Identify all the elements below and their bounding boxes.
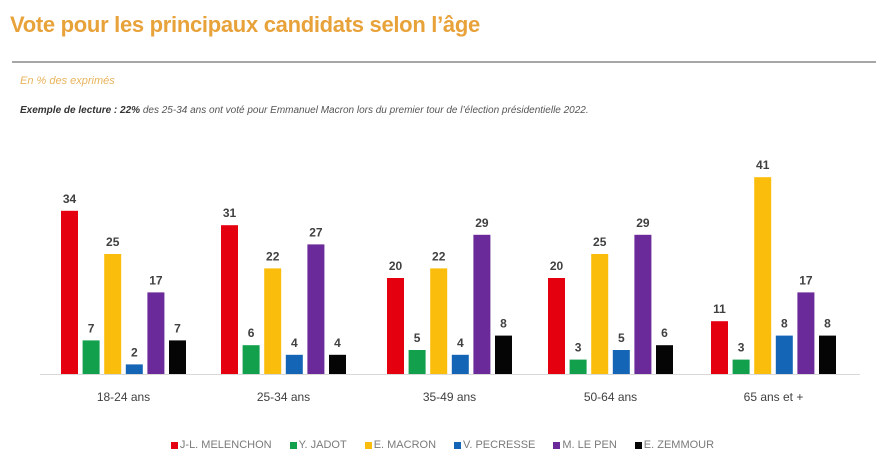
data-label: 17 — [799, 273, 813, 287]
bar — [329, 354, 346, 374]
data-label: 5 — [414, 331, 421, 345]
reading-example-value: 22% — [120, 105, 141, 116]
legend-label: E. MACRON — [373, 439, 437, 451]
bar — [656, 345, 673, 374]
data-label: 7 — [88, 321, 95, 335]
bar — [473, 234, 491, 374]
x-tick-label: 18-24 ans — [97, 390, 150, 404]
bar — [408, 350, 426, 374]
reading-example: Exemple de lecture : 22% des 25-34 ans o… — [20, 105, 589, 116]
bar — [307, 244, 325, 374]
reading-example-label: Exemple de lecture : — [20, 105, 118, 116]
bar — [61, 210, 78, 374]
data-label: 8 — [500, 317, 507, 331]
legend-item: E. ZEMMOUR — [634, 439, 715, 451]
bar — [104, 254, 122, 374]
bar — [732, 359, 750, 374]
bar — [430, 268, 448, 374]
bar — [569, 359, 587, 374]
legend-swatch — [553, 441, 561, 449]
legend-item: Y. JADOT — [289, 439, 347, 451]
data-label: 27 — [309, 225, 323, 239]
legend-item: M. LE PEN — [553, 439, 617, 451]
bar — [548, 278, 565, 374]
x-tick-label: 65 ans et + — [744, 390, 804, 404]
legend-swatch — [289, 441, 297, 449]
x-tick-label: 25-34 ans — [257, 390, 310, 404]
chart-subtitle: En % des exprimés — [20, 75, 115, 87]
data-label: 6 — [661, 326, 668, 340]
chart-legend: J-L. MELENCHON Y. JADOT E. MACRON V. PECRES… — [0, 439, 885, 451]
bar — [285, 354, 303, 374]
data-label: 3 — [575, 341, 582, 355]
bar — [591, 254, 609, 374]
legend-label: Y. JADOT — [298, 439, 347, 451]
legend-swatch — [364, 441, 372, 449]
data-label: 2 — [131, 345, 138, 359]
data-label: 11 — [713, 302, 726, 316]
data-label: 20 — [389, 259, 403, 273]
data-label: 4 — [457, 336, 464, 350]
bar — [264, 268, 282, 374]
legend-item: J-L. MELENCHON — [170, 439, 272, 451]
bar — [451, 354, 469, 374]
legend-item: E. MACRON — [364, 439, 437, 451]
data-label: 25 — [106, 235, 120, 249]
title-divider — [12, 61, 876, 63]
bar — [387, 278, 404, 374]
x-tick-label: 50-64 ans — [584, 390, 637, 404]
data-label: 31 — [223, 206, 237, 220]
data-label: 29 — [475, 216, 489, 230]
legend-swatch — [170, 441, 178, 449]
bar — [242, 345, 260, 374]
bar — [819, 335, 836, 374]
data-label: 20 — [550, 259, 564, 273]
bar — [221, 225, 238, 374]
legend-swatch — [454, 441, 462, 449]
legend-swatch — [634, 441, 642, 449]
chart-title: Vote pour les principaux candidats selon… — [10, 12, 480, 37]
data-label: 4 — [334, 336, 341, 350]
data-label: 22 — [432, 249, 446, 263]
bar — [754, 177, 772, 374]
data-label: 41 — [756, 158, 770, 172]
bar — [125, 364, 143, 374]
reading-example-text: des 25-34 ans ont voté pour Emmanuel Mac… — [142, 105, 589, 116]
data-label: 22 — [266, 249, 280, 263]
bar — [147, 292, 165, 374]
x-tick-label: 35-49 ans — [423, 390, 476, 404]
data-label: 34 — [63, 192, 77, 206]
data-label: 4 — [291, 336, 298, 350]
bar — [634, 234, 652, 374]
legend-item: V. PECRESSE — [454, 439, 535, 451]
legend-label: V. PECRESSE — [463, 439, 536, 451]
bar — [169, 340, 186, 374]
data-label: 8 — [781, 317, 788, 331]
bar — [775, 335, 793, 374]
legend-label: E. ZEMMOUR — [643, 439, 715, 451]
bar — [797, 292, 815, 374]
bar — [495, 335, 512, 374]
data-label: 5 — [618, 331, 625, 345]
data-label: 8 — [824, 317, 831, 331]
bar — [82, 340, 100, 374]
data-label: 29 — [636, 216, 650, 230]
data-label: 17 — [149, 273, 163, 287]
legend-label: M. LE PEN — [562, 439, 617, 451]
data-label: 6 — [248, 326, 255, 340]
bar — [711, 321, 728, 374]
bar — [612, 350, 630, 374]
data-label: 7 — [174, 321, 181, 335]
data-label: 25 — [593, 235, 607, 249]
legend-label: J-L. MELENCHON — [179, 439, 272, 451]
data-label: 3 — [738, 341, 745, 355]
